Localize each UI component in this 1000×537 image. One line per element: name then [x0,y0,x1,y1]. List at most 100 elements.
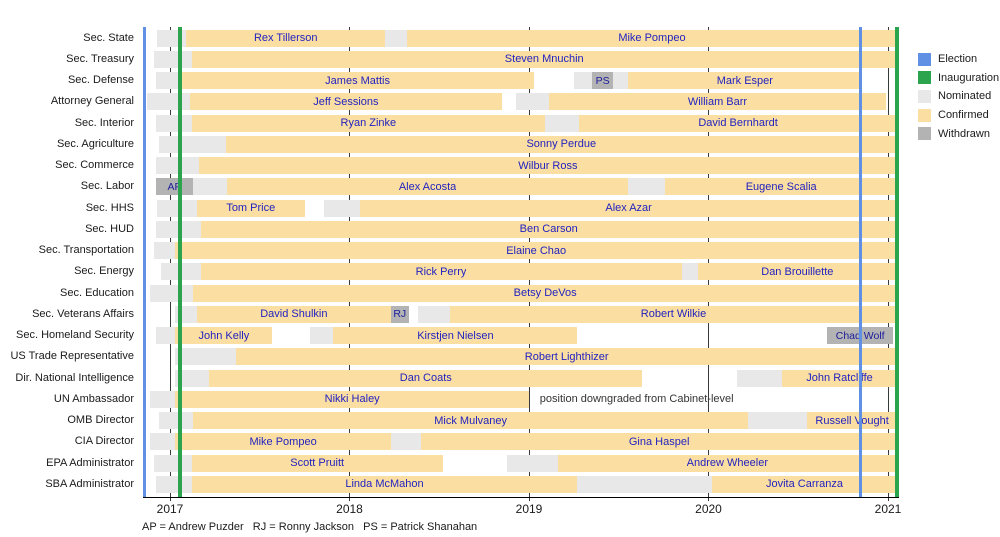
bar-segment-label: Elaine Chao [506,244,567,257]
bar-segment-label: Scott Pruitt [290,457,345,469]
bar-segment-label: Mark Esper [716,74,773,87]
bar-segment-confirmed: Betsy DeVos [193,284,897,302]
bar-segment-confirmed: Ben Carson [200,220,897,238]
legend-item: Nominated [918,87,999,106]
bar-segment-nominated [516,93,549,111]
bar-segment-confirmed: Eugene Scalia [665,178,897,196]
bar-segment-confirmed: Ryan Zinke [191,114,546,132]
bar-segment-label: Mick Mulvaney [434,414,508,427]
bar-segment-nominated [385,29,407,47]
row-label: EPA Administrator [46,456,134,469]
legend-label: Election [938,53,978,66]
row-label: Dir. National Intelligence [15,371,134,384]
bar-segment-label: Alex Acosta [398,180,457,193]
bar-segment-confirmed: John Kelly [175,327,273,344]
bar-segment-confirmed: Tom Price [196,199,305,217]
legend-item: Confirmed [918,106,999,125]
bar-segment-label: John Kelly [198,329,250,342]
bar-segment-label: Dan Coats [399,372,452,384]
legend-item: Election [918,50,999,69]
bar-segment-label: Steven Mnuchin [504,53,584,66]
bar-segment-label: Kirstjen Nielsen [417,329,494,342]
nominated-legend-swatch [918,89,931,103]
bar-segment-label: William Barr [687,95,748,108]
row-label: Sec. Energy [74,265,134,278]
bar-segment-confirmed: Scott Pruitt [191,454,443,472]
bar-segment-label: Nikki Haley [324,393,380,406]
bar-segment-confirmed: Russell Vought [807,412,897,429]
row-label: OMB Director [67,414,134,426]
bar-segment-label: Jovita Carranza [765,478,844,491]
election-legend-swatch [918,52,931,66]
row-label: Sec. Veterans Affairs [32,307,134,320]
bar-segment-confirmed: Jovita Carranza [712,475,897,493]
bar-segment-confirmed: Linda McMahon [191,475,578,493]
row-label: Sec. Agriculture [56,137,134,150]
row-label: Attorney General [50,95,134,108]
vacancy-note: position downgraded from Cabinet-level [539,392,734,405]
bar-segment-confirmed: Nikki Haley [175,390,529,408]
bar-segment-nominated [577,475,713,493]
bar-segment-confirmed: Mick Mulvaney [193,412,748,429]
bar-segment-label: David Shulkin [260,308,328,321]
bar-segment-label: Robert Wilkie [640,308,707,321]
row-label: SBA Administrator [45,477,134,490]
bar-segment-label: James Mattis [325,74,390,87]
bar-segment-label: Jeff Sessions [313,95,379,108]
year-tick-label: 2020 [695,502,722,516]
legend-label: Confirmed [938,109,989,122]
bar-segment-nominated [155,157,199,174]
row-label: Sec. Labor [80,180,134,193]
bar-segment-confirmed: John Ratcliffe [782,369,897,387]
legend: Election Inauguration Nominated Confirmed Wi… [918,50,999,143]
bar-segment-confirmed: Dan Coats [209,369,643,387]
legend-label: Inauguration [938,71,1000,84]
bar-segment-label: David Bernhardt [698,117,778,129]
bar-segment-nominated [153,242,176,259]
bar-segment-nominated [573,72,592,89]
bar-segment-confirmed: Alex Acosta [227,178,628,196]
bar-segment-withdrawn: PS [591,72,614,89]
bar-segment-confirmed: Mike Pompeo [406,29,897,47]
bar-segment-label: Ryan Zinke [340,117,397,129]
bar-segment-confirmed: Sonny Perdue [225,135,897,153]
bar-segment-confirmed: Dan Brouillette [697,263,897,281]
bar-segment-nominated [159,412,194,429]
bar-segment-confirmed: David Bernhardt [579,114,897,132]
row-label: UN Ambassador [53,392,134,405]
year-tick-label: 2021 [874,502,902,516]
row-label: Sec. Defense [67,74,134,86]
bar-segment-confirmed: Mark Esper [627,72,862,89]
bar-segment-nominated [175,348,237,366]
bar-segment-label: PS [595,74,610,87]
bar-segment-nominated [193,178,228,196]
row-label: Sec. Homeland Security [16,329,134,341]
event-line-inauguration [178,27,182,497]
bar-segment-label: Gina Haspel [628,435,690,448]
bar-segment-label: Sonny Perdue [526,138,597,151]
bar-segment-nominated [613,72,628,89]
bar-segment-confirmed: James Mattis [180,72,535,89]
bar-segment-label: AP [167,180,182,193]
row-label: Sec. Transportation [38,244,134,256]
bar-segment-label: Russell Vought [815,414,889,427]
event-line-election [142,27,146,497]
year-tick-label: 2018 [336,502,363,516]
legend-label: Withdrawn [938,127,990,140]
row-label: Sec. Treasury [66,52,134,65]
legend-label: Nominated [938,90,992,103]
row-label: Sec. Interior [74,116,134,129]
bar-segment-nominated [681,263,698,281]
bar-segment-nominated [153,454,192,472]
inauguration-legend-swatch [918,71,931,85]
bar-segment-label: Alex Azar [605,202,652,214]
bar-segment-nominated [747,412,808,429]
bar-segment-nominated [155,220,201,238]
event-line-election [858,27,862,497]
bar-segment-label: Wilbur Ross [518,159,578,172]
row-label: Sec. HHS [85,201,134,214]
row-label: Sec. Commerce [55,159,134,171]
row-label: Sec. HUD [85,222,134,235]
bar-segment-confirmed: Gina Haspel [421,433,897,451]
bar-segment-label: Mike Pompeo [618,32,686,44]
